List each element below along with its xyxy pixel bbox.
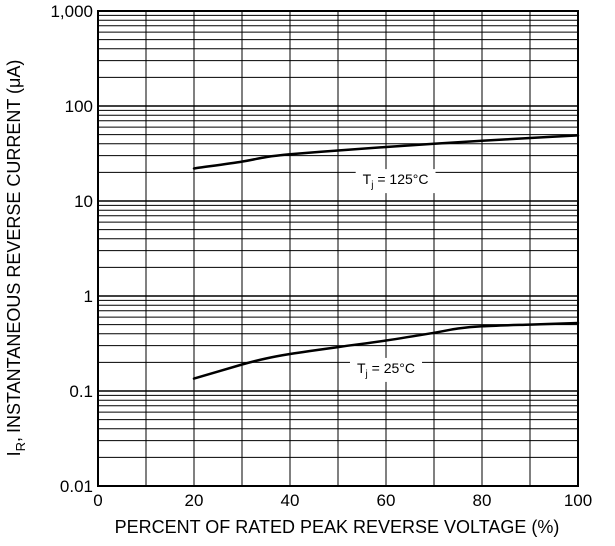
label-tj-25c-text: Tj = 25°C [357, 360, 415, 380]
x-tick-label: 40 [281, 491, 300, 510]
major-gridlines [97, 10, 579, 487]
y-axis-text: INSTANTANEOUS REVERSE CURRENT ( [4, 88, 24, 433]
label-tj-125c: Tj = 125°C [355, 169, 436, 194]
label-subscript: j [365, 369, 368, 380]
series-line-tj-25c [192, 321, 580, 380]
label-suffix: = 125°C [373, 171, 428, 187]
y-tick-label: 10 [74, 192, 93, 211]
y-axis-close: ) [4, 60, 24, 66]
y-axis-comma: , [4, 437, 24, 442]
label-tj-125c-text: Tj = 125°C [363, 171, 429, 191]
y-axis-title: IR, INSTANTANEOUS REVERSE CURRENT (μA) [4, 60, 28, 457]
series-layer [192, 134, 580, 380]
label-tj-25c: Tj = 25°C [349, 357, 423, 382]
x-tick-label: 100 [564, 491, 592, 510]
label-prefix: T [363, 171, 372, 187]
label-tj-25c-background [349, 357, 423, 382]
y-tick-label: 1,000 [50, 2, 93, 21]
x-tick-label: 60 [377, 491, 396, 510]
x-tick-label: 0 [93, 491, 102, 510]
y-tick-label: 0.1 [69, 382, 93, 401]
label-tj-125c-background [355, 169, 436, 194]
y-axis-symbol: I [4, 451, 24, 456]
x-tick-labels: 0 20 40 60 80 100 [93, 491, 592, 510]
y-tick-label: 0.01 [60, 477, 93, 496]
x-tick-label: 20 [185, 491, 204, 510]
y-tick-label: 1 [84, 287, 93, 306]
y-axis-subscript: R [13, 442, 28, 451]
series-labels: Tj = 125°CTj = 25°C [349, 169, 436, 382]
x-tick-label: 80 [473, 491, 492, 510]
label-suffix: = 25°C [368, 360, 415, 376]
y-tick-label: 100 [65, 97, 93, 116]
x-axis-title: PERCENT OF RATED PEAK REVERSE VOLTAGE (%… [115, 517, 560, 537]
plot-frame [97, 10, 579, 487]
label-subscript: j [370, 180, 373, 191]
y-axis-unit: μA [4, 66, 24, 88]
label-prefix: T [357, 360, 366, 376]
series-line-tj-125c [192, 134, 580, 170]
y-tick-labels: 0.01 0.1 1 10 100 1,000 [50, 2, 93, 496]
